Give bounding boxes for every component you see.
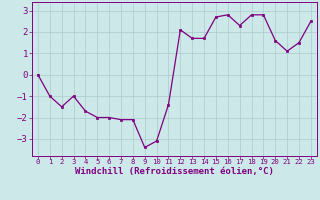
X-axis label: Windchill (Refroidissement éolien,°C): Windchill (Refroidissement éolien,°C): [75, 167, 274, 176]
